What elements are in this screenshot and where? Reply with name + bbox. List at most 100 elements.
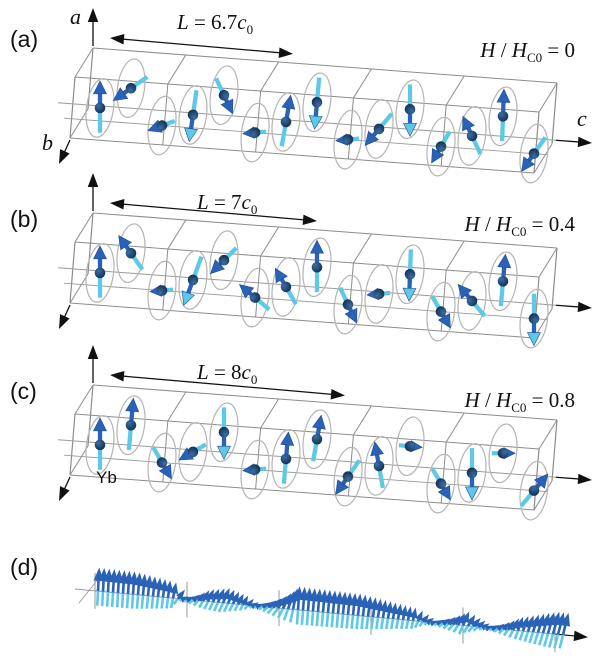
atom-sphere [466,295,478,307]
spin-arrow [147,118,176,133]
atom-sphere [435,478,447,489]
unit-cell-chain-a [57,8,592,184]
atom-sphere [497,275,509,287]
spin-orbit-ellipse [178,422,208,482]
spin-arrow [462,115,483,155]
spin-orbit-ellipse [178,85,208,145]
spin-arrow [398,440,423,453]
spin-arrow [465,448,479,501]
spin-orbit-ellipse [271,92,301,152]
atom-sphere [94,439,106,451]
spin-orbit-ellipse [209,65,239,126]
spin-arrow [93,80,107,133]
spin-arrow [521,136,548,172]
spin-orbit-ellipse [302,237,332,298]
spin-orbit-ellipse [519,123,549,184]
atom-sphere [528,485,540,496]
spin-orbit-ellipse [116,223,146,284]
panel-c-length-label: L = 8c0 [197,360,258,388]
spin-orbit-ellipse [240,102,270,163]
spin-arrow [527,293,541,347]
atom-sphere [125,247,137,259]
panel-d-label: (d) [10,554,39,580]
spin-arrow [118,234,145,271]
atom-sphere [156,120,168,131]
unit-cell-chain-b [57,173,592,349]
spin-orbit-ellipse [116,58,146,119]
spin-arrow [402,249,417,302]
axis-b-label: b [42,130,53,155]
spin-arrow [310,239,324,293]
spin-arrow [279,94,296,147]
spin-arrow [430,295,451,329]
atom-sphere [404,268,416,280]
atom-sphere [187,109,199,121]
atom-sphere [404,440,416,452]
spin-arrow [181,255,204,306]
spin-orbit-ellipse [426,281,456,342]
atom-sphere [280,453,292,465]
atom-sphere [342,471,354,482]
spin-orbit-ellipse [116,395,146,456]
spin-orbit-ellipse [240,267,270,328]
spin-arrow [112,75,149,101]
spin-arrow [149,284,174,297]
spin-orbit-ellipse [457,106,487,166]
spin-orbit-ellipse [488,251,518,312]
atom-sphere [311,96,323,108]
atom-sphere [94,267,106,279]
spin-orbit-ellipse [85,78,115,138]
spin-orbit-ellipse [395,244,425,305]
atom-sphere [187,274,199,286]
axis-c-label: c [577,106,587,131]
spin-orbit-ellipse [302,72,332,133]
spin-arrow [178,442,207,461]
atom-sphere [249,292,261,303]
spin-orbit-ellipse [333,109,363,170]
spin-orbit-ellipse [457,271,487,331]
spin-orbit-ellipse [209,402,239,463]
spin-arrow [431,130,452,164]
spin-arrow [280,431,295,484]
atom-sphere [280,281,292,293]
spin-arrow [308,77,323,130]
spin-orbit-ellipse [488,86,518,147]
spin-arrow [242,463,267,476]
atom-sphere [218,426,230,438]
spin-arrow [338,286,358,324]
panel-b-field-label: H / HC0 = 0.4 [464,212,575,240]
spin-orbit-ellipse [426,116,456,177]
spin-fan-panel-d [74,567,588,653]
atom-sphere [373,288,385,300]
spin-arrow [184,89,199,143]
spin-arrow [496,88,511,142]
spin-orbit-ellipse [271,429,301,489]
atom-sphere [280,116,292,128]
spin-arrow [457,283,487,318]
spin-arrow [311,414,326,462]
atom-sphere [342,299,354,310]
atom-sphere [187,446,199,458]
atom-sphere [249,127,261,138]
spin-orbit-ellipse [302,409,332,470]
spin-orbit-ellipse [364,99,394,159]
atom-sphere [125,419,137,431]
spin-orbit-ellipse [488,423,518,484]
spin-orbit-ellipse [271,257,301,317]
panel-c-label: (c) [10,378,37,404]
panel-a-label: (a) [10,26,39,52]
spin-orbit-ellipse [147,95,177,156]
spin-orbit-ellipse [519,288,549,349]
spin-arrow [274,267,298,306]
spin-arrow [151,446,172,480]
spin-orbit-ellipse [178,250,208,310]
spin-orbit-ellipse [147,432,177,493]
spin-orbit-ellipse [240,439,270,500]
spin-orbit-ellipse [364,264,394,324]
atom-sphere [94,102,106,114]
spin-arrow [214,77,234,115]
spin-orbit-ellipse [519,460,549,521]
panel-c-field-label: H / HC0 = 0.8 [464,388,575,416]
atom-sphere [311,261,323,273]
